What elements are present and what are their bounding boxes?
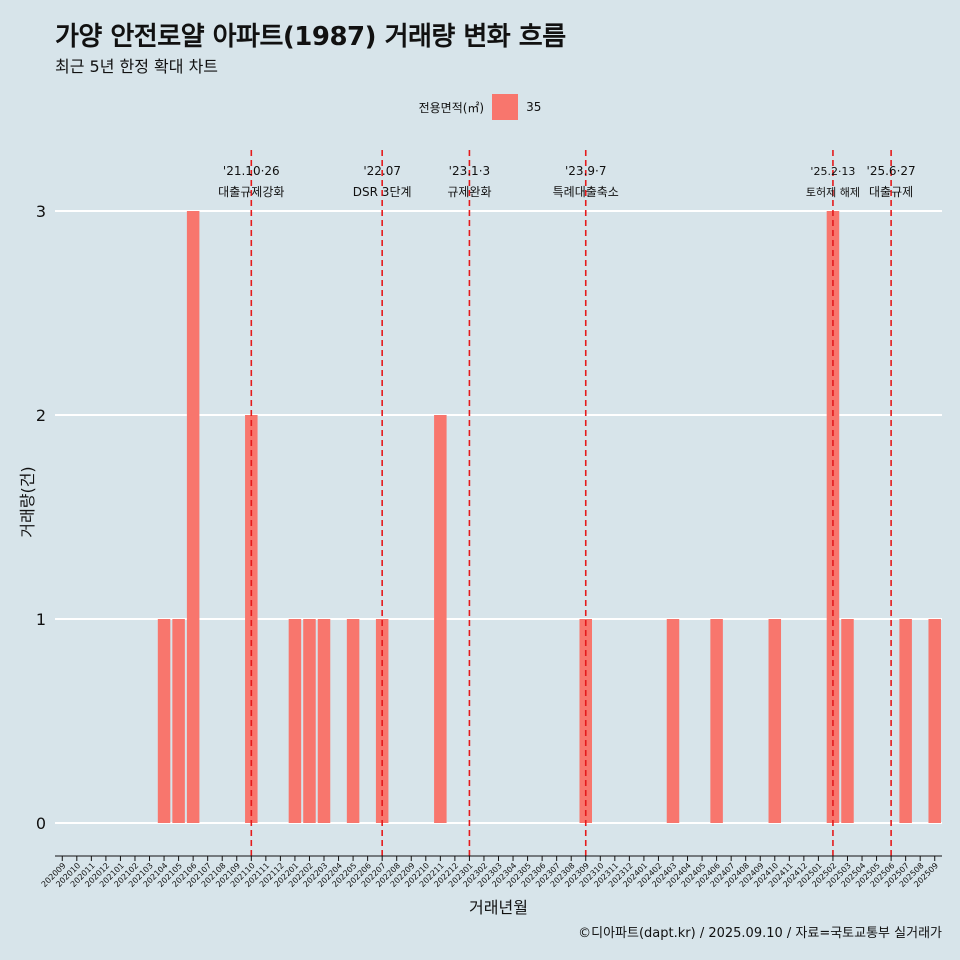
- source-caption: ©디아파트(dapt.kr) / 2025.09.10 / 자료=국토교통부 실…: [578, 926, 942, 941]
- y-axis-title: 거래량(건): [18, 466, 37, 537]
- chart-subtitle: 최근 5년 한정 확대 차트: [55, 57, 219, 76]
- event-name-label: 토허제 해제: [806, 185, 860, 199]
- event-date-label: '22.07: [363, 164, 401, 178]
- chart-title: 가양 안전로얄 아파트(1987) 거래량 변화 흐름: [55, 22, 566, 52]
- bar: [826, 211, 840, 823]
- event-name-label: 대출규제강화: [218, 185, 284, 199]
- y-tick-label: 2: [36, 406, 46, 425]
- event-date-label: '23.9·7: [565, 164, 606, 178]
- bar: [186, 211, 200, 823]
- legend-entry-label: 35: [526, 100, 542, 114]
- event-date-label: '23.1·3: [449, 164, 490, 178]
- bar: [288, 619, 302, 823]
- event-date-label: '25.6·27: [867, 164, 916, 178]
- event-date-label: '25.2·13: [810, 165, 855, 178]
- bar: [434, 415, 447, 823]
- y-tick-label: 0: [36, 814, 46, 833]
- bar: [928, 619, 941, 823]
- bar: [172, 619, 185, 823]
- y-tick-label: 3: [36, 202, 46, 221]
- bar: [303, 619, 316, 823]
- bar: [317, 619, 331, 823]
- event-name-label: 특례대출축소: [553, 185, 619, 199]
- bar: [768, 619, 782, 823]
- bar: [157, 619, 171, 823]
- bar: [710, 619, 723, 823]
- legend: 전용면적(㎡) 35: [0, 94, 960, 120]
- event-name-label: DSR 3단계: [353, 185, 412, 199]
- y-tick-label: 1: [36, 610, 46, 629]
- legend-swatch: [492, 94, 519, 120]
- x-axis-title: 거래년월: [469, 898, 528, 917]
- bar: [666, 619, 680, 823]
- event-name-label: 규제완화: [447, 185, 491, 199]
- bar: [245, 415, 258, 823]
- legend-title: 전용면적(㎡): [418, 100, 485, 115]
- bar: [899, 619, 912, 823]
- event-name-label: 대출규제: [869, 185, 913, 199]
- bar: [841, 619, 854, 823]
- event-date-label: '21.10·26: [223, 164, 280, 178]
- bar: [346, 619, 360, 823]
